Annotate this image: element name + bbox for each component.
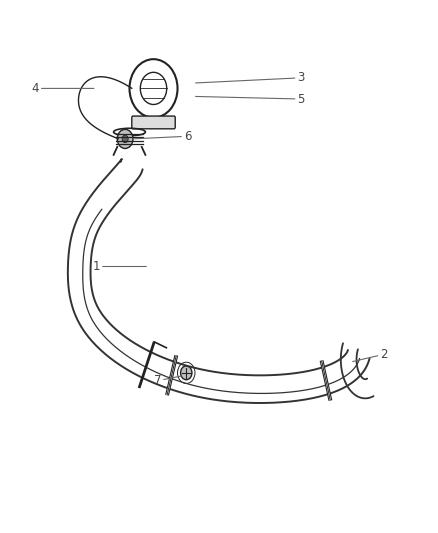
- Text: 3: 3: [196, 71, 305, 84]
- Text: 1: 1: [92, 260, 146, 273]
- Text: 7: 7: [153, 374, 181, 387]
- Circle shape: [117, 130, 133, 149]
- Text: 2: 2: [353, 348, 388, 361]
- FancyBboxPatch shape: [132, 116, 175, 129]
- Text: 5: 5: [196, 93, 305, 106]
- Text: 6: 6: [134, 130, 191, 143]
- Circle shape: [122, 135, 128, 143]
- Circle shape: [180, 366, 192, 379]
- Text: 4: 4: [31, 82, 94, 95]
